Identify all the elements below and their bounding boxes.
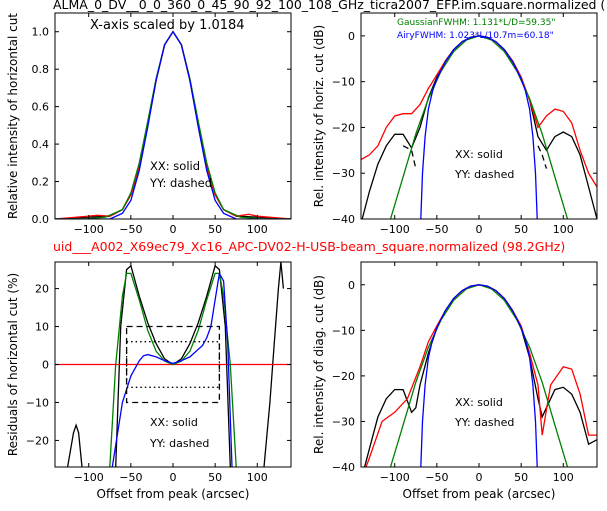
series-line-blue-solid-3 <box>420 284 538 467</box>
y-tick-label: −10 <box>332 324 355 337</box>
annotation-text: YY: dashed <box>149 437 209 450</box>
annotation-text: YY: dashed <box>149 176 212 190</box>
series-line-black-solid-0 <box>363 284 597 467</box>
y-tick-label: 0 <box>42 359 49 372</box>
y-tick-label: −10 <box>332 76 355 89</box>
y-tick-label: −20 <box>332 121 355 134</box>
panel-top-left: −100 −50 0 50 100 0.0 0.2 0.4 0.6 0.8 1.0 Relative … <box>6 12 292 236</box>
annotation-text: XX: solid <box>150 416 198 429</box>
y-tick-label: 0.0 <box>32 213 50 226</box>
plot-area <box>363 284 597 467</box>
x-axis-label: Offset from peak (arcsec) <box>403 487 556 501</box>
y-tick-label: −40 <box>332 461 355 474</box>
annotation-text: X-axis scaled by 1.0184 <box>90 18 245 33</box>
series-line-black-solid-0 <box>361 35 597 219</box>
x-tick-label: 100 <box>247 471 268 484</box>
series-line-blue-solid-5 <box>111 271 233 467</box>
x-tick-label: 50 <box>208 471 222 484</box>
y-tick-label: −20 <box>332 370 355 383</box>
x-tick-label: 100 <box>553 223 574 236</box>
legend-entry: AiryFWHM: 1.023*L/10.7m=60.18" <box>397 31 554 41</box>
series-line-red-solid-3 <box>361 35 597 188</box>
y-tick-label: 0.8 <box>32 63 50 76</box>
x-tick-label: −50 <box>425 223 448 236</box>
y-tick-label: 0 <box>348 30 355 43</box>
series-line-blue-solid-3 <box>55 30 291 219</box>
annotation-text: XX: solid <box>455 396 503 409</box>
series-line-black-solid-0 <box>66 423 83 467</box>
x-tick-label: −100 <box>380 471 410 484</box>
series-line-black-dashed-6 <box>125 325 221 404</box>
y-tick-label: 0.6 <box>32 101 50 114</box>
x-tick-label: −50 <box>425 471 448 484</box>
y-tick-label: −40 <box>332 213 355 226</box>
annotation-text: XX: solid <box>455 148 503 161</box>
x-tick-label: −100 <box>74 223 104 236</box>
y-tick-label: −20 <box>26 434 49 447</box>
y-tick-label: 0.2 <box>32 176 50 189</box>
x-tick-label: −50 <box>119 223 142 236</box>
y-tick-label: 0.4 <box>32 138 50 151</box>
y-tick-label: 1.0 <box>32 26 50 39</box>
x-axis-label: Offset from peak (arcsec) <box>97 487 250 501</box>
y-axis-label: Relative intensity of horizontal cut <box>6 13 20 219</box>
x-tick-label: 0 <box>170 471 177 484</box>
annotation-text: YY: dashed <box>454 416 514 429</box>
series-line-black-solid-2 <box>263 262 285 467</box>
series-line-green-solid-2 <box>55 30 291 219</box>
series-line-black-dashed-2 <box>537 145 548 169</box>
plot-area <box>55 30 291 219</box>
legend-entry: GaussianFWHM: 1.131*L/D=59.35" <box>397 18 555 28</box>
x-tick-label: 0 <box>476 223 483 236</box>
series-line-red-solid-1 <box>365 284 597 467</box>
x-tick-label: 100 <box>553 471 574 484</box>
annotation-text: YY: dashed <box>454 168 514 181</box>
x-tick-label: −50 <box>119 471 142 484</box>
series-line-red-solid-1 <box>55 30 291 219</box>
series-line-black-solid-0 <box>55 30 291 219</box>
x-tick-label: 0 <box>170 223 177 236</box>
y-tick-label: −30 <box>332 167 355 180</box>
axes-frame <box>360 261 598 468</box>
y-tick-label: −10 <box>26 396 49 409</box>
x-tick-label: 50 <box>514 223 528 236</box>
y-tick-label: 0 <box>348 279 355 292</box>
y-axis-label: Residuals of horizontal cut (%) <box>6 273 20 456</box>
y-axis-label: Rel. intensity of diag. cut (dB) <box>312 275 326 454</box>
y-tick-label: 20 <box>35 283 49 296</box>
plot-area <box>361 35 597 219</box>
annotation-text: XX: solid <box>150 159 200 173</box>
x-tick-label: 50 <box>208 223 222 236</box>
figure-mid-title: uid___A002_X69ec79_Xc16_APC-DV02-H-USB-b… <box>53 239 565 254</box>
x-tick-label: −100 <box>74 471 104 484</box>
y-axis-label: Rel. intensity of horiz. cut (dB) <box>312 25 326 207</box>
figure-top-title: ALMA_0_DV__0_0_360_0_45_90_92_100_108_GH… <box>53 0 605 12</box>
x-tick-label: −100 <box>380 223 410 236</box>
x-tick-label: 50 <box>514 471 528 484</box>
series-line-blue-solid-5 <box>420 35 538 219</box>
x-tick-label: 0 <box>476 471 483 484</box>
series-line-green-solid-4 <box>389 35 569 219</box>
y-tick-label: −30 <box>332 415 355 428</box>
y-tick-label: 10 <box>35 321 49 334</box>
x-tick-label: 100 <box>247 223 268 236</box>
series-line-black-dashed-1 <box>402 145 417 169</box>
